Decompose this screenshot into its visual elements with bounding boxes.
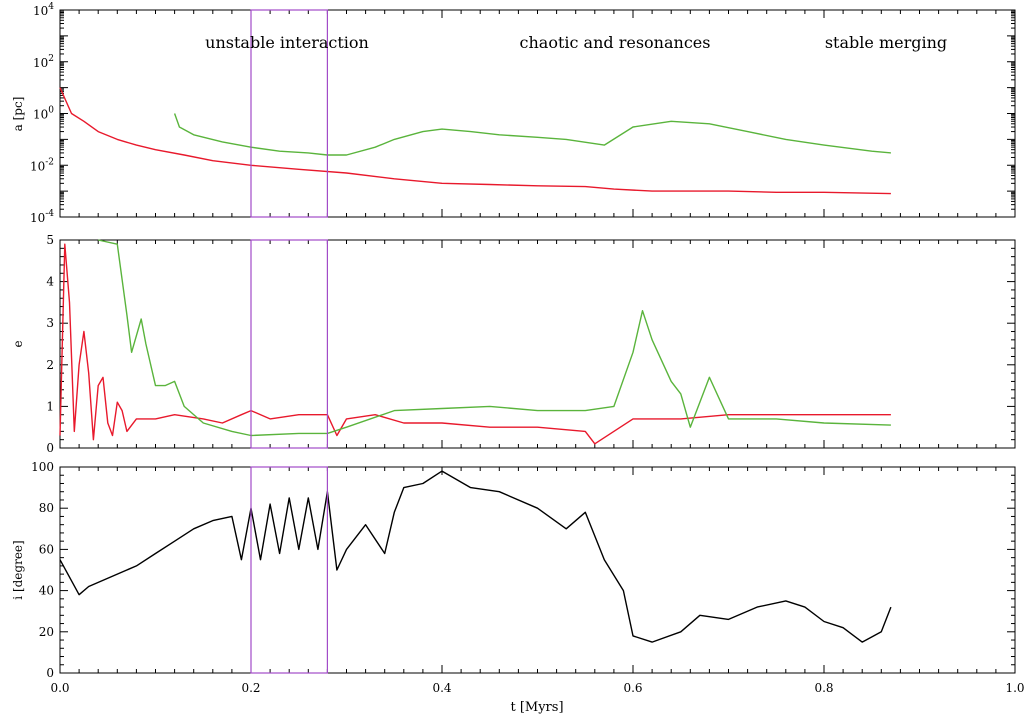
- series-line-1-0: [59, 243, 891, 445]
- y-tick-label: 2: [46, 358, 54, 372]
- y-tick-label: 0: [46, 666, 54, 680]
- x-tick-label: 1.0: [1005, 681, 1024, 695]
- panel-i-frame: [59, 466, 1016, 674]
- y-tick-label: 20: [39, 625, 54, 639]
- y-tick-label: 1: [46, 399, 54, 413]
- y-tick-label: 10-2: [30, 157, 54, 173]
- y-tick-labels: 10-4 10-2 100 102 104 0 1 2 3 4 5 0 20 40 60 80 100: [30, 2, 54, 680]
- highlight-layer: [250, 9, 329, 674]
- y-tick-label: 100: [31, 460, 54, 474]
- y-axis-label-e: e: [11, 340, 25, 347]
- series-line-0-0: [59, 87, 891, 195]
- highlight-box: [250, 9, 329, 218]
- x-tick-label: 0.4: [432, 681, 451, 695]
- y-axis-label-i: i [degree]: [11, 540, 25, 599]
- x-axis-label: t [Myrs]: [510, 700, 563, 715]
- annotation-stable-merging: stable merging: [825, 33, 947, 52]
- series-line-2-0: [59, 470, 892, 643]
- y-axis-label-a: a [pc]: [11, 97, 25, 132]
- y-tick-label: 5: [46, 233, 54, 247]
- y-tick-label: 3: [46, 316, 54, 330]
- highlight-box: [250, 239, 329, 449]
- series-line-0-1: [173, 113, 891, 156]
- annotation-unstable-interaction: unstable interaction: [205, 33, 369, 52]
- x-tick-labels: 0.0 0.2 0.4 0.6 0.8 1.0: [50, 681, 1024, 695]
- x-tick-label: 0.6: [623, 681, 642, 695]
- y-tick-label: 102: [33, 54, 54, 70]
- series-layer: [59, 87, 892, 643]
- y-tick-label: 0: [46, 441, 54, 455]
- y-tick-label: 100: [33, 106, 54, 122]
- y-tick-label: 40: [39, 584, 54, 598]
- annotation-chaotic-and-resonances: chaotic and resonances: [520, 33, 711, 52]
- y-tick-label: 60: [39, 542, 54, 556]
- panel-e-frame: [59, 239, 1016, 449]
- tick-marks: [59, 10, 1016, 674]
- x-tick-label: 0.0: [50, 681, 69, 695]
- x-tick-label: 0.2: [241, 681, 260, 695]
- y-tick-label: 4: [46, 275, 54, 289]
- y-tick-label: 80: [39, 501, 54, 515]
- y-tick-label: 104: [33, 2, 54, 18]
- highlight-box: [250, 466, 329, 674]
- x-tick-label: 0.8: [814, 681, 833, 695]
- y-tick-label: 10-4: [30, 209, 54, 225]
- series-line-1-1: [98, 239, 891, 437]
